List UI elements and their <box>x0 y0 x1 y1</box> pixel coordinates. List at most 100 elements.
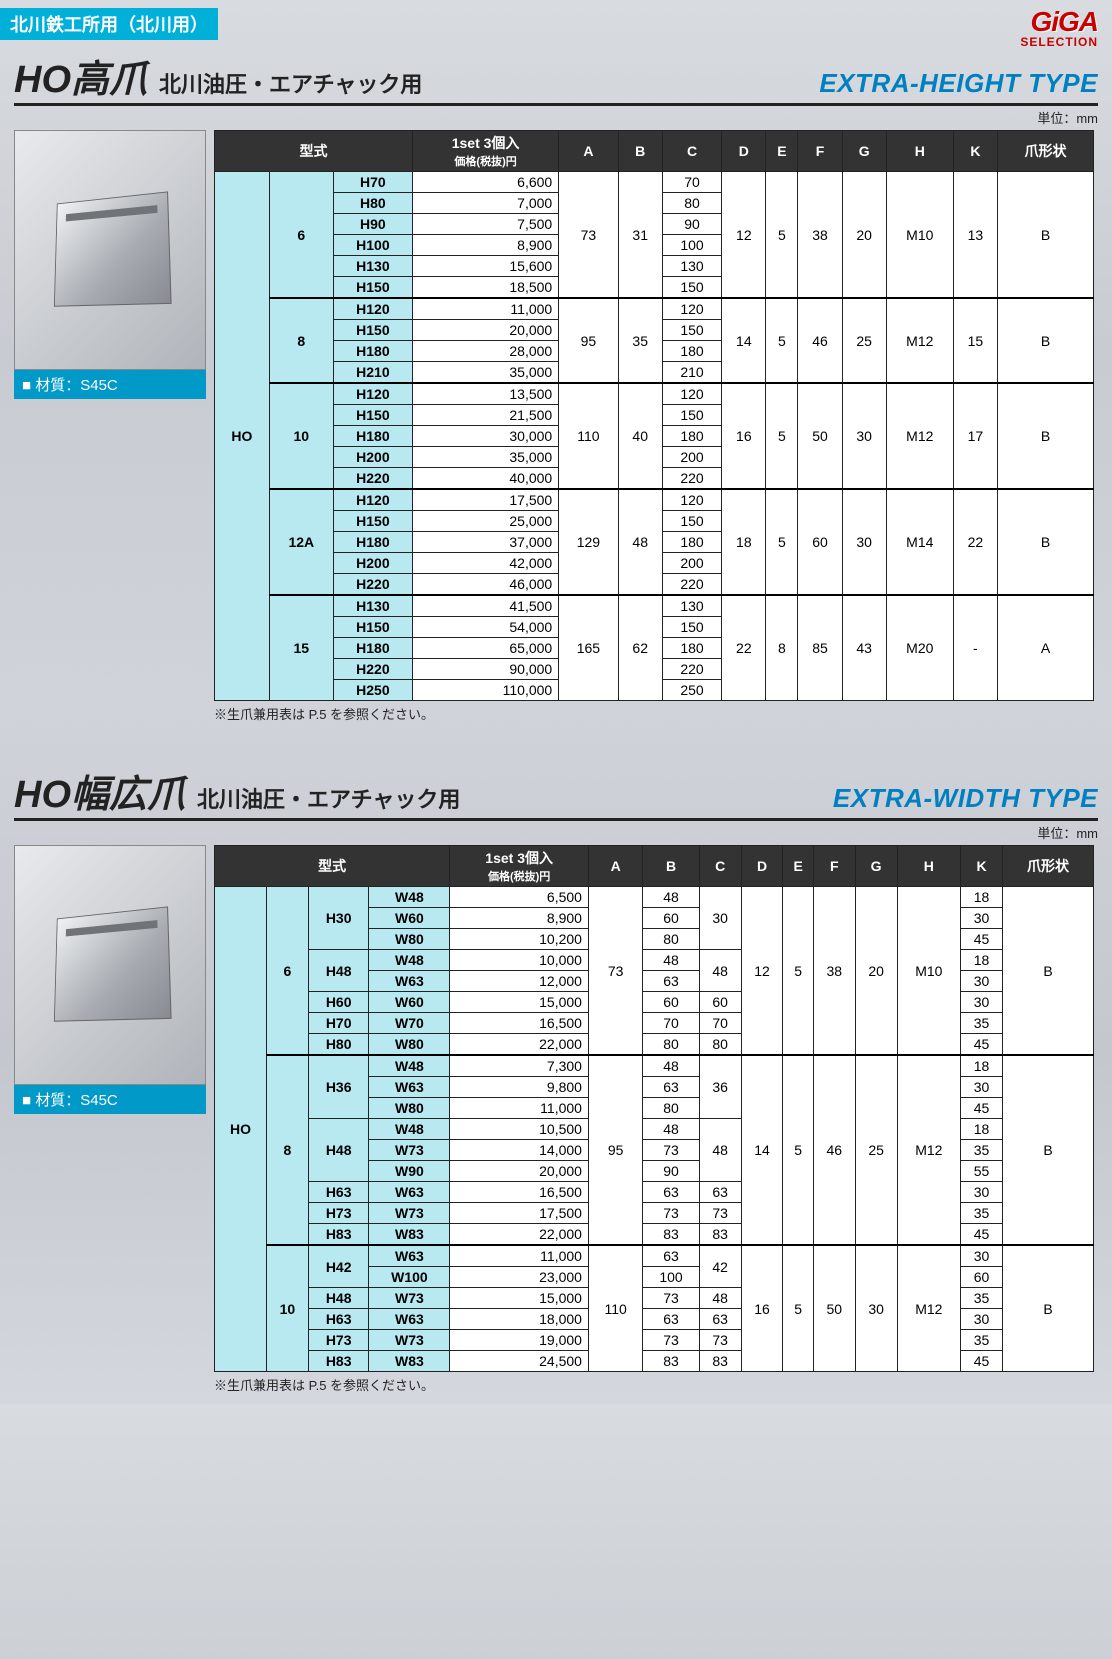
cell-C: 120 <box>662 489 721 511</box>
h-cell: H83 <box>308 1351 369 1372</box>
price-cell: 54,000 <box>412 617 558 638</box>
w-cell: W90 <box>369 1161 450 1182</box>
size-cell: 8 <box>266 1055 308 1245</box>
cell-K: 35 <box>961 1330 1003 1351</box>
table-row: H70W7016,500707035 <box>215 1013 1094 1034</box>
price-cell: 110,000 <box>412 680 558 701</box>
cell-E: 5 <box>783 1245 813 1372</box>
variant-cell: H120 <box>333 298 412 320</box>
cell-C: 150 <box>662 617 721 638</box>
cell-A: 110 <box>559 383 618 489</box>
cell-K: 35 <box>961 1203 1003 1224</box>
cell-A: 165 <box>559 595 618 701</box>
cell-K: 30 <box>961 908 1003 929</box>
variant-cell: H150 <box>333 511 412 532</box>
cell-K: 45 <box>961 1351 1003 1372</box>
cell-F: 38 <box>813 887 855 1056</box>
w-cell: W100 <box>369 1267 450 1288</box>
cell-F: 46 <box>813 1055 855 1245</box>
price-cell: 16,500 <box>450 1182 589 1203</box>
cell-D: 12 <box>722 172 766 299</box>
price-cell: 20,000 <box>412 320 558 341</box>
cell-G: 30 <box>855 1245 897 1372</box>
cell-D: 22 <box>722 595 766 701</box>
price-cell: 46,000 <box>412 574 558 596</box>
h-cell: H48 <box>308 950 369 992</box>
cell-B: 63 <box>643 1077 699 1098</box>
cell-F: 46 <box>798 298 842 383</box>
cell-H: M12 <box>897 1055 961 1245</box>
product1-photo <box>14 130 206 370</box>
cell-B: 48 <box>643 1055 699 1077</box>
cell-H: M20 <box>886 595 953 701</box>
footnote2: ※生爪兼用表は P.5 を参照ください。 <box>214 1375 1094 1394</box>
th-G: G <box>842 131 886 172</box>
cell-B: 73 <box>643 1330 699 1351</box>
cell-H: M10 <box>897 887 961 1056</box>
cell-A: 95 <box>559 298 618 383</box>
table-row: H63W6318,000636330 <box>215 1309 1094 1330</box>
cell-shape: B <box>997 172 1093 299</box>
th-E: E <box>766 131 798 172</box>
th-model: 型式 <box>215 846 450 887</box>
cell-K: 30 <box>961 992 1003 1013</box>
w-cell: W73 <box>369 1288 450 1309</box>
table-row: 10H12013,500110401201655030M1217B <box>215 383 1094 405</box>
price-cell: 15,000 <box>450 992 589 1013</box>
cell-G: 30 <box>842 383 886 489</box>
variant-cell: H130 <box>333 595 412 617</box>
cell-B: 73 <box>643 1288 699 1309</box>
table-row: H73W7317,500737335 <box>215 1203 1094 1224</box>
cell-F: 50 <box>813 1245 855 1372</box>
table-row: H83W8324,500838345 <box>215 1351 1094 1372</box>
series-cell: HO <box>215 887 267 1372</box>
footnote1: ※生爪兼用表は P.5 を参照ください。 <box>214 704 1094 723</box>
cell-C: 63 <box>699 1182 741 1203</box>
price-cell: 22,000 <box>450 1224 589 1246</box>
cell-C: 70 <box>699 1013 741 1034</box>
cell-C: 150 <box>662 511 721 532</box>
th-爪形状: 爪形状 <box>997 131 1093 172</box>
section2-title: HO幅広爪 <box>14 763 185 818</box>
cell-A: 110 <box>588 1245 642 1372</box>
section2-unit: 単位：mm <box>0 823 1098 842</box>
product2-photo <box>14 845 206 1085</box>
price-cell: 8,900 <box>450 908 589 929</box>
th-D: D <box>741 846 783 887</box>
variant-cell: H130 <box>333 256 412 277</box>
cell-B: 83 <box>643 1351 699 1372</box>
table-row: 8H36W487,3009548361454625M1218B <box>215 1055 1094 1077</box>
cell-B: 63 <box>643 971 699 992</box>
category-label: 北川鉄工所用（北川用） <box>0 8 218 40</box>
cell-B: 62 <box>618 595 662 701</box>
price-cell: 28,000 <box>412 341 558 362</box>
cell-H: M12 <box>886 298 953 383</box>
variant-cell: H150 <box>333 405 412 426</box>
price-cell: 35,000 <box>412 447 558 468</box>
cell-H: M10 <box>886 172 953 299</box>
variant-cell: H150 <box>333 617 412 638</box>
size-cell: 6 <box>269 172 333 299</box>
cell-A: 129 <box>559 489 618 595</box>
price-cell: 65,000 <box>412 638 558 659</box>
variant-cell: H100 <box>333 235 412 256</box>
h-cell: H63 <box>308 1309 369 1330</box>
cell-K: 45 <box>961 1224 1003 1246</box>
price-cell: 20,000 <box>450 1161 589 1182</box>
w-cell: W63 <box>369 1077 450 1098</box>
variant-cell: H150 <box>333 277 412 299</box>
th-E: E <box>783 846 813 887</box>
cell-B: 40 <box>618 383 662 489</box>
cell-K: 45 <box>961 1034 1003 1056</box>
price-cell: 6,600 <box>412 172 558 193</box>
cell-F: 38 <box>798 172 842 299</box>
spec-table-1: 型式1set 3個入価格(税抜)円ABCDEFGHK爪形状HO6H706,600… <box>214 130 1094 701</box>
cell-K: 35 <box>961 1013 1003 1034</box>
table-row: H73W7319,000737335 <box>215 1330 1094 1351</box>
price-cell: 11,000 <box>412 298 558 320</box>
cell-B: 63 <box>643 1182 699 1203</box>
h-cell: H60 <box>308 992 369 1013</box>
cell-K: 30 <box>961 1309 1003 1330</box>
price-cell: 11,000 <box>450 1098 589 1119</box>
variant-cell: H180 <box>333 532 412 553</box>
